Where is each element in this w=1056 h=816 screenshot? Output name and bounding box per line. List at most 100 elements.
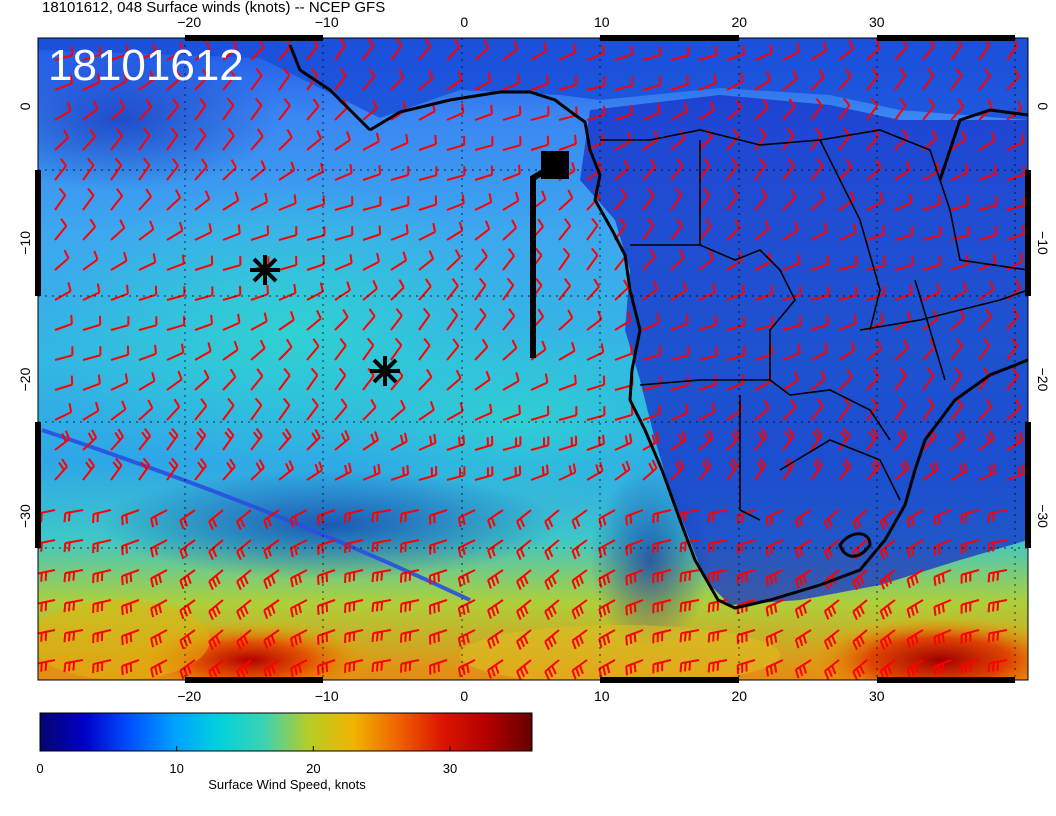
wind-barb [306, 255, 326, 271]
wind-barb [933, 509, 952, 526]
lon-tick-label: 0 [460, 14, 468, 30]
wind-barb [679, 569, 700, 583]
wind-barb [642, 187, 655, 211]
wind-barb [679, 629, 700, 643]
wind-barb [54, 187, 67, 211]
wind-barb [82, 458, 95, 481]
wind-barb [544, 569, 560, 591]
wind-barb [38, 599, 56, 612]
lon-tick-label: −10 [315, 14, 339, 30]
wind-barb [823, 629, 840, 650]
wind-barb [754, 71, 771, 91]
wind-barb [278, 311, 295, 331]
wind-barb [166, 189, 182, 211]
wind-barb [698, 218, 712, 241]
wind-barb [726, 72, 744, 91]
wind-barb [894, 367, 907, 391]
wind-barb [987, 629, 1008, 643]
wind-barb [263, 539, 280, 560]
wind-barb [502, 219, 518, 241]
wind-barb [679, 599, 700, 613]
wind-barb [390, 251, 408, 271]
wind-barb [1006, 251, 1024, 271]
wind-barb [110, 157, 123, 181]
wind-barb [418, 368, 433, 391]
wind-barb [642, 404, 661, 421]
wind-barb [736, 569, 756, 585]
wind-barb [334, 196, 354, 211]
wind-barb [263, 599, 280, 620]
colorbar-bar [39, 712, 533, 752]
wind-barb [457, 539, 476, 557]
wind-barb [138, 127, 151, 151]
wind-barb [418, 400, 435, 421]
wind-barb [446, 249, 461, 271]
wind-barb [399, 509, 420, 523]
wind-barb [474, 248, 488, 271]
lon-ticks-top: −20 −10 0 10 20 30 [177, 14, 884, 30]
wind-barb [250, 160, 267, 181]
colorbar-tick-label: 20 [306, 761, 320, 776]
wind-barb [698, 73, 717, 91]
wind-barb [399, 629, 420, 643]
wind-barb [950, 163, 969, 181]
wind-barb [138, 285, 158, 301]
wind-barb [810, 189, 826, 211]
wind-barb [82, 45, 102, 61]
wind-barb [614, 45, 634, 61]
wind-barb [586, 76, 606, 91]
wind-barb [138, 98, 153, 121]
wind-barb [502, 73, 521, 91]
wind-barb [558, 341, 576, 361]
wind-barb [121, 599, 140, 616]
wind-barb [487, 659, 504, 679]
wind-barb [866, 97, 879, 121]
wind-barb [487, 629, 504, 649]
wind-barb [121, 569, 140, 586]
wind-barb [894, 225, 914, 241]
wind-barb [614, 104, 633, 121]
wind-barb [726, 99, 742, 121]
wind-barb [852, 599, 868, 621]
wind-barb [150, 629, 168, 648]
wind-barb [794, 629, 812, 649]
wind-barb [960, 539, 980, 554]
wind-barb [474, 193, 493, 211]
wind-barb [782, 316, 802, 331]
wind-barb [810, 255, 830, 271]
wind-barb [194, 158, 208, 181]
wind-barb [1006, 196, 1026, 211]
colorbar: 0 10 20 30 Surface Wind Speed, knots [36, 712, 533, 792]
wind-barb [278, 397, 291, 421]
wind-barb [838, 458, 852, 481]
wind-barb [894, 339, 909, 361]
wind-barb [838, 68, 852, 91]
wind-barb [150, 599, 168, 618]
wind-barb [334, 429, 350, 451]
wind-barb [530, 436, 550, 451]
wind-barb [446, 307, 459, 331]
wind-barb [290, 659, 308, 678]
wind-barb [782, 70, 798, 91]
wind-barb [879, 569, 896, 590]
wind-barb [92, 569, 112, 584]
wind-barb [222, 159, 237, 181]
wind-barb [194, 223, 213, 241]
wind-barb [418, 222, 437, 241]
wind-barb [726, 316, 746, 331]
wind-barb [866, 340, 883, 361]
lat-tick-label: −20 [1035, 368, 1051, 392]
wind-barb [457, 509, 476, 527]
wind-barb [544, 659, 560, 680]
wind-barb [428, 629, 448, 645]
wind-barb [625, 659, 644, 676]
wind-barb [698, 45, 718, 61]
wind-barb [138, 157, 151, 181]
wind-barb [586, 434, 605, 451]
wind-barb [625, 569, 644, 586]
wind-barb [138, 344, 157, 361]
wind-barb [502, 248, 515, 271]
wind-barb [82, 100, 99, 121]
wind-barb [530, 340, 547, 361]
wind-barb [866, 39, 881, 61]
